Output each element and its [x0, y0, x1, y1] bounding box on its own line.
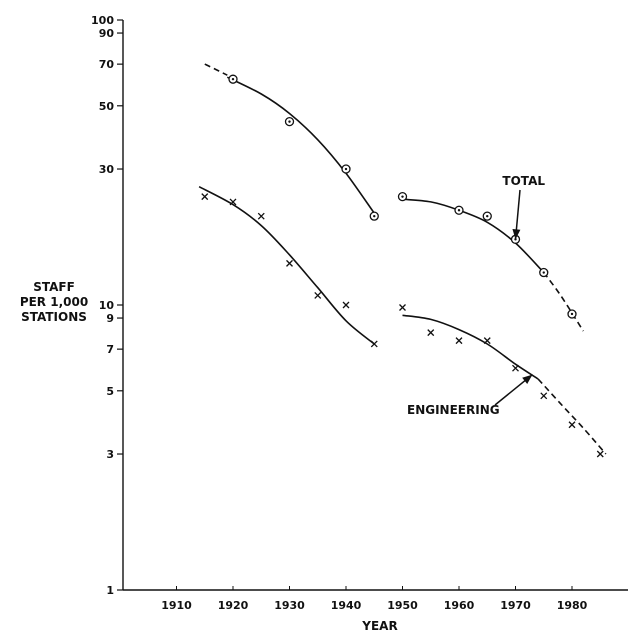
x-tick-label: 1950 [387, 599, 418, 612]
engineering-point [568, 421, 576, 429]
total-point [284, 116, 295, 127]
x-tick-label: 1910 [161, 599, 192, 612]
engineering-fit-solid [198, 185, 375, 345]
engineering-fit-solid [402, 314, 539, 380]
y-tick-label: 90 [99, 27, 115, 40]
y-tick-label: 5 [106, 385, 114, 398]
total-point [539, 267, 549, 278]
total-fit-dashed [204, 63, 228, 76]
engineering-arrowhead [522, 374, 533, 384]
engineering-point [314, 292, 322, 299]
engineering-point [596, 450, 604, 458]
engineering-point [512, 364, 519, 372]
x-tick-label: 1960 [444, 599, 475, 612]
engineering-point [201, 193, 209, 201]
total-point [228, 74, 238, 84]
x-tick-label: 1970 [500, 599, 531, 612]
engineering-point [455, 337, 463, 345]
engineering-annotation-label: ENGINEERING [407, 403, 500, 417]
annotations: TOTAL ENGINEERING [407, 174, 545, 417]
y-tick-label: 30 [99, 163, 115, 176]
total-point [369, 211, 379, 221]
engineering-point [257, 212, 265, 220]
y-axis-label-line-1: STAFF [33, 280, 75, 294]
engineering-point [342, 301, 350, 309]
total-point [341, 164, 351, 174]
total-fit-dashed [543, 272, 584, 332]
y-tick-label: 7 [106, 343, 114, 356]
y-tick-label: 9 [106, 312, 114, 325]
total-fit-solid [226, 76, 375, 214]
x-axis-label: YEAR [361, 619, 397, 633]
y-tick-label: 50 [99, 100, 115, 113]
engineering-point [427, 329, 435, 337]
engineering-point [399, 304, 406, 311]
x-tick-label: 1920 [218, 599, 249, 612]
total-point [482, 211, 492, 221]
engineering-fit-dashed [537, 378, 607, 455]
engineering-point [370, 340, 378, 348]
total-point [454, 205, 464, 215]
total-point [397, 191, 408, 202]
y-tick-label: 10 [99, 299, 115, 312]
total-fit-solid [402, 198, 545, 274]
y-axis-label-line-3: STATIONS [21, 310, 87, 324]
data-markers [201, 74, 604, 458]
x-tick-label: 1940 [331, 599, 362, 612]
y-axis-label-line-2: PER 1,000 [19, 295, 89, 309]
y-tick-label: 70 [99, 58, 115, 71]
y-tick-label: 1 [106, 584, 114, 597]
total-point [567, 309, 577, 319]
y-tick-label: 3 [106, 448, 114, 461]
engineering-point [286, 259, 293, 267]
y-axis-label: STAFF PER 1,000 STATIONS [0, 280, 108, 325]
total-arrowhead [512, 228, 521, 240]
total-annotation-label: TOTAL [502, 174, 545, 188]
fit-curves [198, 63, 607, 455]
engineering-point [483, 337, 491, 345]
y-tick-label: 100 [91, 14, 114, 27]
engineering-point [540, 392, 548, 400]
x-tick-label: 1980 [557, 599, 588, 612]
engineering-point [229, 198, 237, 206]
x-tick-label: 1930 [274, 599, 305, 612]
